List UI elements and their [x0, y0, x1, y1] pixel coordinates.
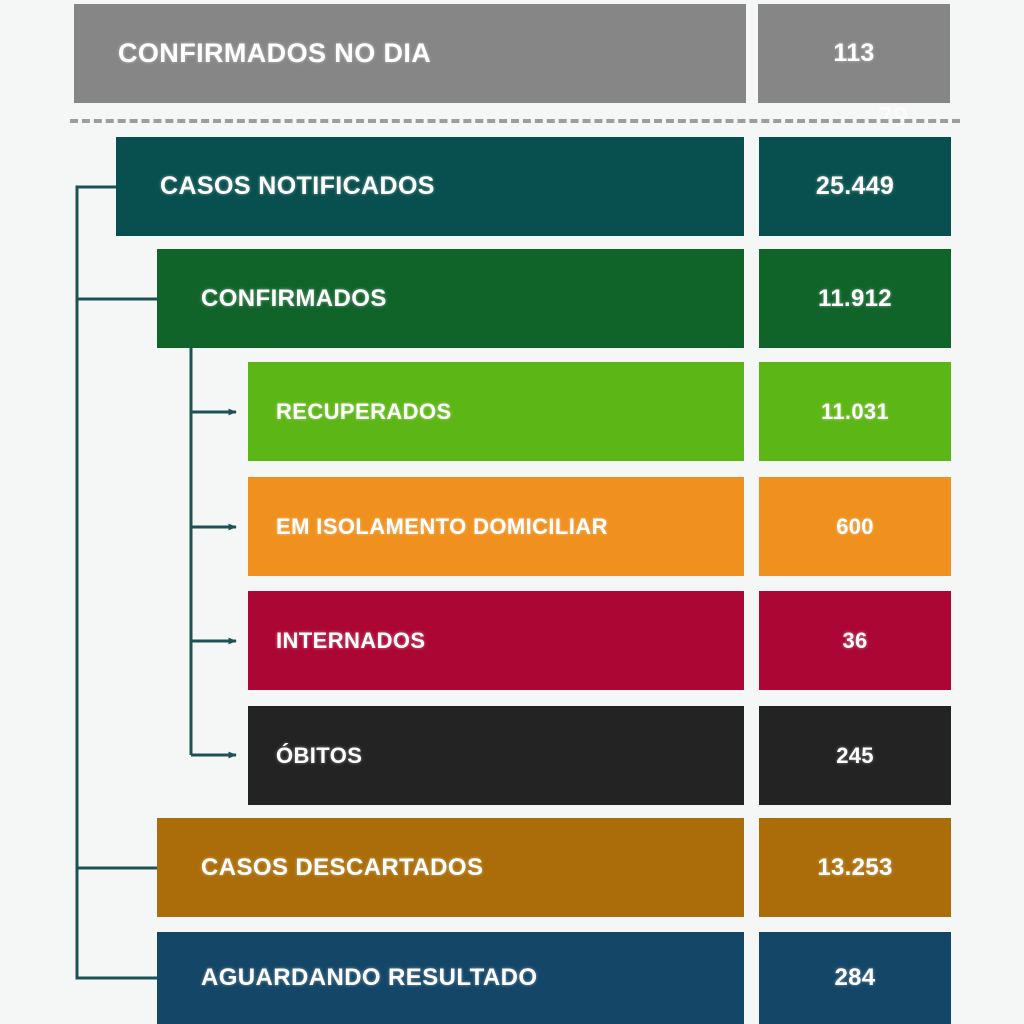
row-label-cell: EM ISOLAMENTO DOMICILIAR: [248, 477, 744, 576]
row-value: 113: [833, 39, 875, 67]
row-internados[interactable]: INTERNADOS 36: [248, 591, 951, 690]
row-value: 11.031: [821, 398, 889, 424]
row-label: ÓBITOS: [276, 742, 363, 768]
row-label: CONFIRMADOS NO DIA: [118, 38, 432, 68]
row-label: CASOS DESCARTADOS: [201, 853, 484, 881]
row-label: EM ISOLAMENTO DOMICILIAR: [276, 513, 608, 539]
row-value: 245: [836, 742, 874, 768]
row-confirmados[interactable]: CONFIRMADOS 11.912: [157, 249, 951, 348]
row-value: 600: [836, 513, 874, 539]
row-label-cell: CASOS NOTIFICADOS: [116, 137, 744, 236]
row-value: 284: [834, 964, 876, 991]
divider-artifact-text: 79: [878, 101, 909, 131]
row-label-cell: CONFIRMADOS NO DIA: [74, 4, 746, 103]
row-label: INTERNADOS: [276, 627, 426, 653]
row-obitos[interactable]: ÓBITOS 245: [248, 706, 951, 805]
row-value-cell: 11.912: [759, 249, 951, 348]
row-casos-notificados[interactable]: CASOS NOTIFICADOS 25.449: [116, 137, 951, 236]
row-value: 13.253: [817, 853, 893, 881]
row-value-cell: 600: [759, 477, 951, 576]
row-value-cell: 245: [759, 706, 951, 805]
row-label-cell: RECUPERADOS: [248, 362, 744, 461]
row-aguardando-resultado[interactable]: AGUARDANDO RESULTADO 284: [157, 932, 951, 1024]
row-label-cell: AGUARDANDO RESULTADO: [157, 932, 744, 1024]
row-label: CASOS NOTIFICADOS: [160, 172, 435, 200]
row-recuperados[interactable]: RECUPERADOS 11.031: [248, 362, 951, 461]
row-value: 25.449: [815, 172, 895, 200]
row-label: CONFIRMADOS: [201, 284, 387, 312]
row-label: AGUARDANDO RESULTADO: [201, 964, 538, 991]
row-label-cell: CASOS DESCARTADOS: [157, 818, 744, 917]
row-label-cell: INTERNADOS: [248, 591, 744, 690]
row-value-cell: 284: [759, 932, 951, 1024]
row-value: 11.912: [818, 284, 892, 312]
row-value-cell: 11.031: [759, 362, 951, 461]
row-value-cell: 25.449: [759, 137, 951, 236]
dashed-divider: [70, 119, 960, 123]
row-casos-descartados[interactable]: CASOS DESCARTADOS 13.253: [157, 818, 951, 917]
row-value-cell: 113: [758, 4, 950, 103]
row-value-cell: 36: [759, 591, 951, 690]
row-value-cell: 13.253: [759, 818, 951, 917]
row-label: RECUPERADOS: [276, 398, 452, 424]
row-label-cell: CONFIRMADOS: [157, 249, 744, 348]
row-label-cell: ÓBITOS: [248, 706, 744, 805]
row-em-isolamento-domiciliar[interactable]: EM ISOLAMENTO DOMICILIAR 600: [248, 477, 951, 576]
row-value: 36: [842, 627, 868, 653]
row-confirmados-no-dia[interactable]: CONFIRMADOS NO DIA 113: [74, 4, 950, 103]
